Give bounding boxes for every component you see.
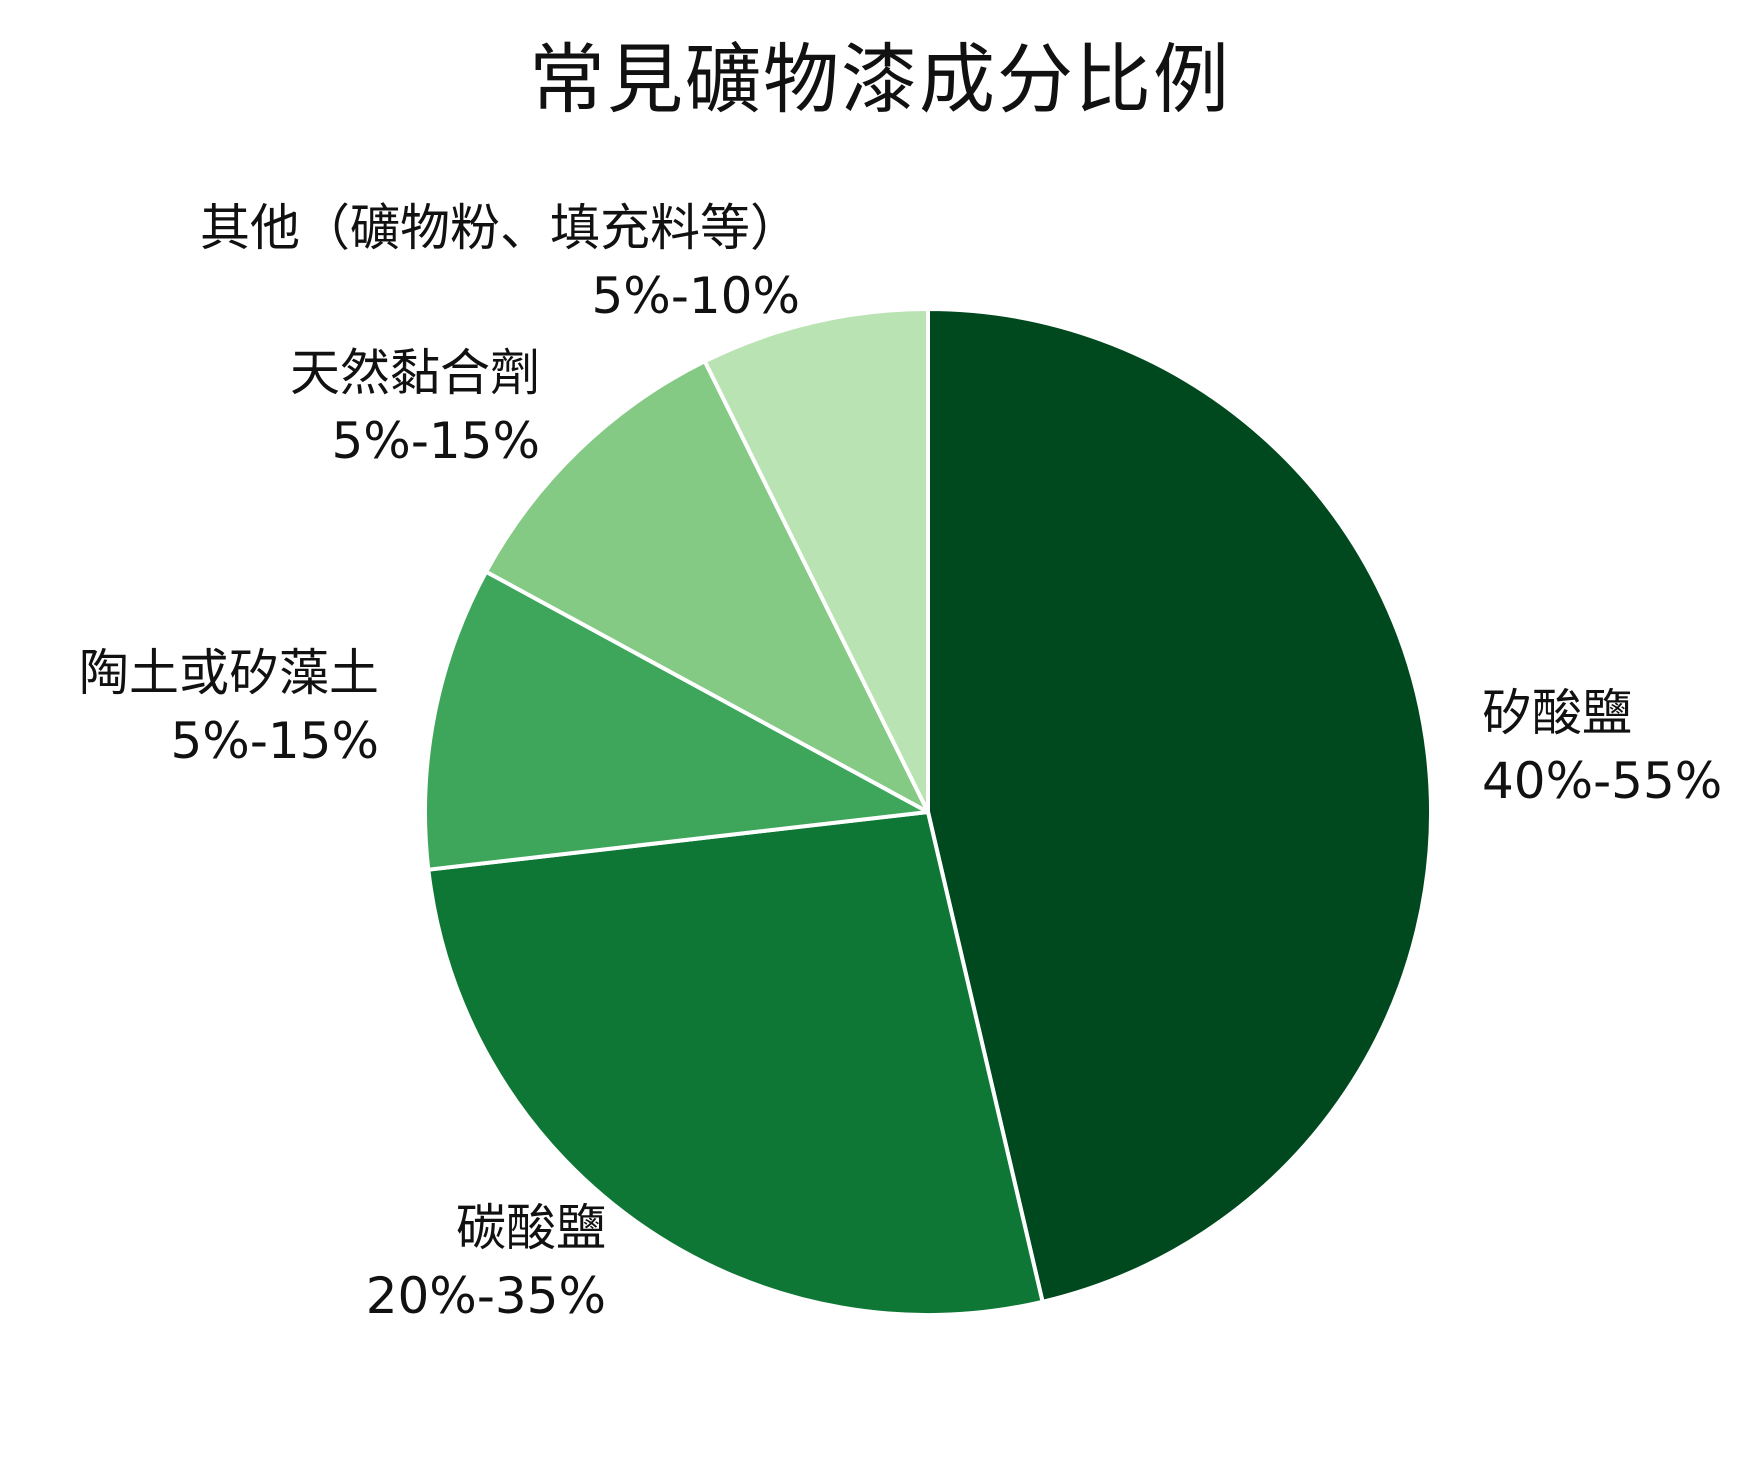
pie-slice-5 (702, 307, 930, 814)
slice-label-1: 矽酸鹽 40%-55% (1482, 684, 1722, 810)
slice-label-3: 陶土或矽藻土 5%-15% (79, 644, 379, 770)
pie-slice-1 (926, 307, 1433, 1304)
slice-name-label: 天然黏合劑 (290, 344, 540, 402)
slice-range-label: 5%-10% (592, 267, 801, 325)
slice-label-2: 碳酸鹽 20%-35% (366, 1199, 606, 1325)
pie-slice-2 (426, 810, 1045, 1317)
slice-range-label: 5%-15% (332, 412, 541, 470)
pie-slice-3 (423, 569, 930, 872)
slice-name-label: 矽酸鹽 (1482, 684, 1632, 742)
pie-slice-4 (484, 359, 930, 814)
slice-label-4: 天然黏合劑 5%-15% (290, 344, 540, 470)
slice-name-label: 其他（礦物粉、填充料等） (200, 199, 800, 257)
slice-name-label: 碳酸鹽 (456, 1199, 606, 1257)
slice-range-label: 20%-35% (366, 1267, 606, 1325)
slice-label-5: 其他（礦物粉、填充料等） 5%-10% (200, 199, 800, 325)
slice-range-label: 5%-15% (171, 712, 380, 770)
slice-name-label: 陶土或矽藻土 (79, 644, 379, 702)
slice-range-label: 40%-55% (1482, 752, 1722, 810)
chart-title: 常見礦物漆成分比例 (529, 35, 1231, 124)
